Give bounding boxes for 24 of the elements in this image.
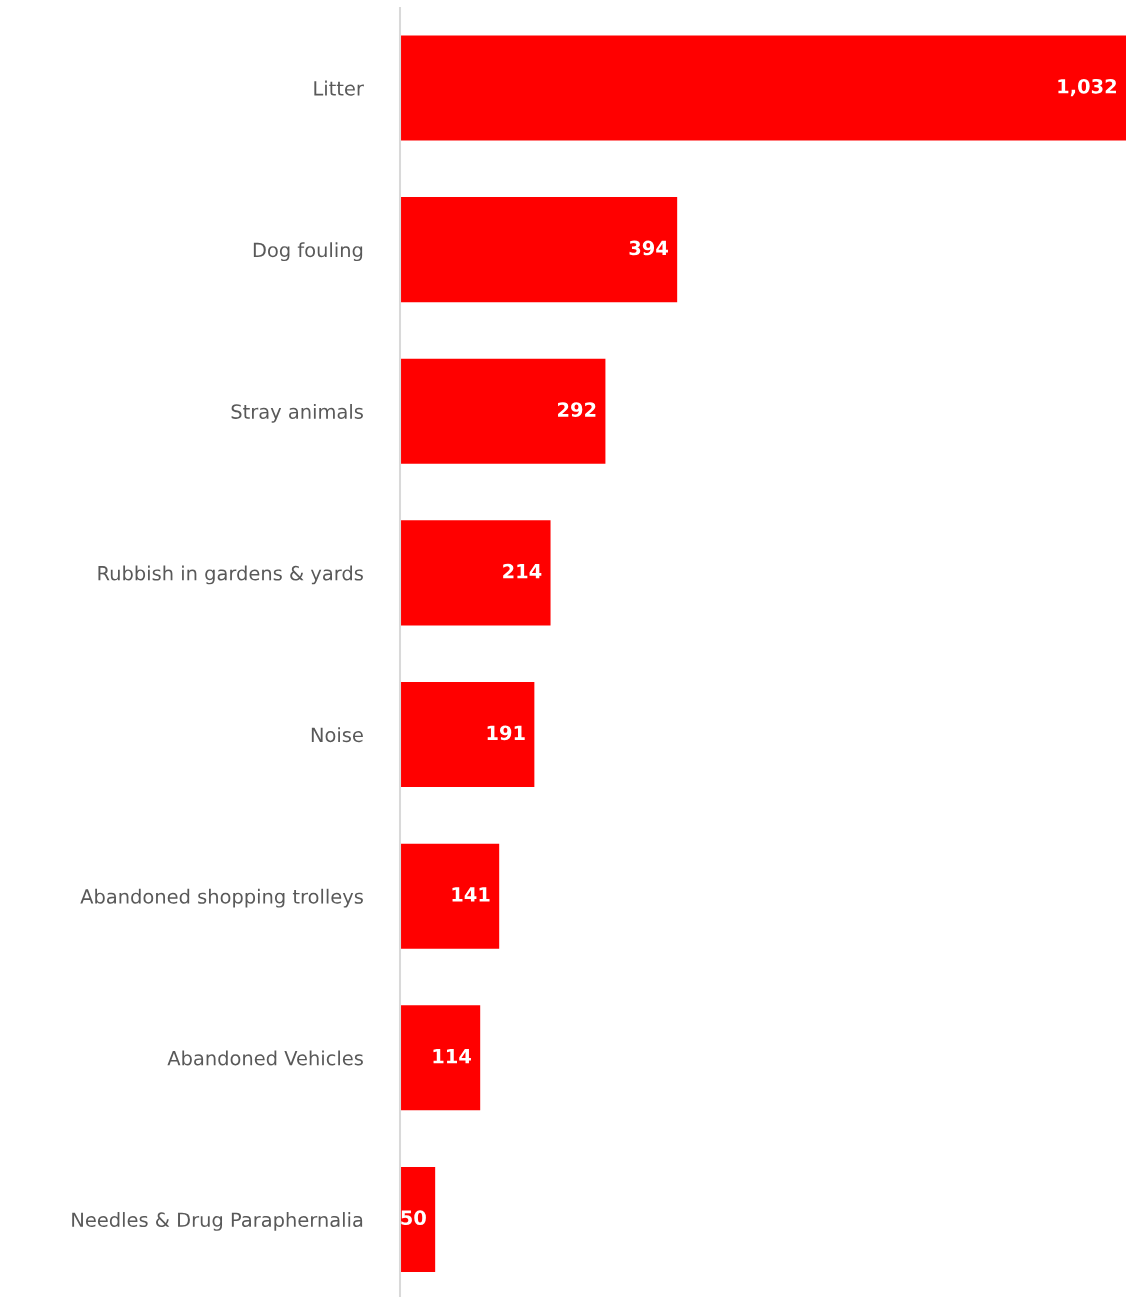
bar — [400, 843, 500, 949]
bar — [400, 1166, 436, 1272]
data-label: 1,032 — [1058, 78, 1116, 97]
data-label: 191 — [487, 725, 525, 741]
y-tick-label: Abandoned shopping trolleys — [80, 888, 363, 908]
data-label: 141 — [452, 887, 490, 902]
data-label: 114 — [433, 1048, 471, 1064]
data-label: 394 — [629, 240, 668, 256]
bar — [400, 35, 1126, 141]
bar — [400, 197, 678, 303]
data-label: 50 — [401, 1210, 426, 1226]
data-label: 292 — [558, 402, 596, 417]
bar — [400, 1005, 481, 1111]
y-tick-label: Abandoned Vehicles — [167, 1050, 363, 1066]
y-tick-label: Rubbish in gardens & yards — [98, 565, 363, 585]
y-tick-label: Stray animals — [231, 403, 363, 423]
y-tick-label: Needles & Drug Paraphernalia — [72, 1212, 363, 1231]
bar — [400, 682, 535, 788]
bar — [400, 520, 551, 626]
y-tick-label: Noise — [311, 727, 363, 743]
bar — [400, 358, 606, 464]
y-tick-label: Dog fouling — [253, 242, 363, 262]
y-tick-label: Litter — [314, 80, 364, 96]
data-label: 214 — [503, 563, 542, 579]
